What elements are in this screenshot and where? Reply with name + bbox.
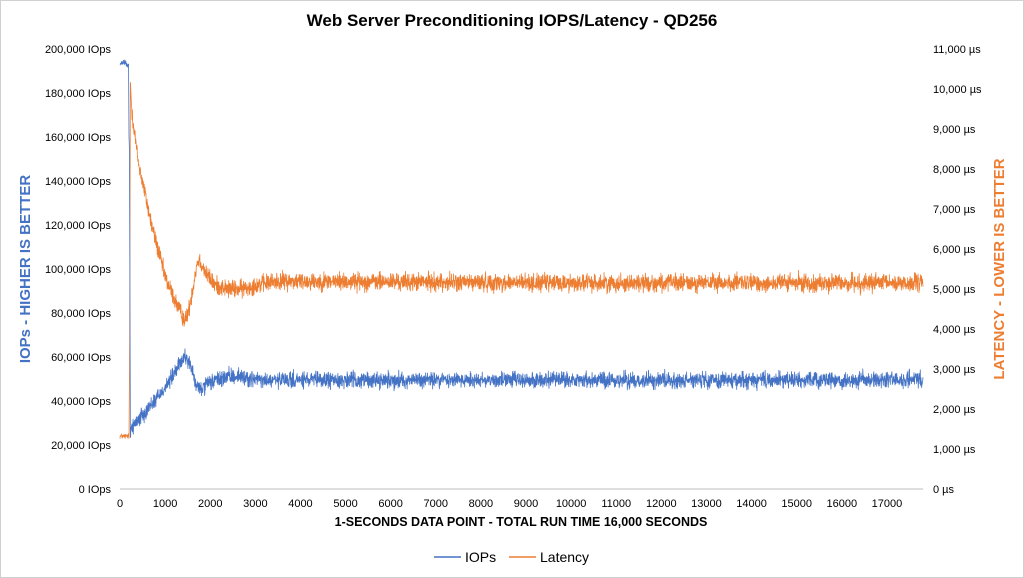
y-right-tick-label: 8,000 µs — [933, 164, 976, 176]
y-left-tick-label: 200,000 IOps — [45, 44, 112, 56]
x-tick-label: 5000 — [333, 498, 357, 510]
x-tick-label: 1000 — [153, 498, 177, 510]
y-right-tick-label: 5,000 µs — [933, 284, 976, 296]
chart-title: Web Server Preconditioning IOPS/Latency … — [307, 11, 718, 30]
y-right-tick-label: 10,000 µs — [933, 84, 982, 96]
y-left-tick-label: 100,000 IOps — [45, 264, 112, 276]
y-left-tick-label: 160,000 IOps — [45, 132, 112, 144]
x-tick-label: 13000 — [691, 498, 722, 510]
y-left-tick-label: 40,000 IOps — [51, 396, 111, 408]
legend: IOPs Latency — [434, 549, 589, 565]
x-tick-labels: 0 1000 2000 3000 4000 5000 6000 7000 8000 9000 100… — [117, 498, 902, 510]
y-right-tick-label: 9,000 µs — [933, 124, 976, 136]
x-tick-label: 7000 — [424, 498, 448, 510]
y-right-tick-label: 6,000 µs — [933, 244, 976, 256]
y-right-tick-label: 3,000 µs — [933, 364, 976, 376]
y-right-tick-label: 7,000 µs — [933, 204, 976, 216]
x-tick-label: 0 — [117, 498, 123, 510]
series-line-iops — [119, 59, 924, 438]
series-layer — [119, 59, 924, 439]
x-axis-title: 1-SECONDS DATA POINT - TOTAL RUN TIME 16… — [335, 515, 708, 529]
x-tick-label: 10000 — [556, 498, 587, 510]
x-tick-label: 14000 — [736, 498, 767, 510]
x-tick-label: 17000 — [872, 498, 903, 510]
legend-iops-label: IOPs — [465, 549, 496, 565]
plot-area — [120, 49, 923, 489]
y-right-tick-label: 11,000 µs — [933, 44, 981, 56]
x-tick-label: 11000 — [601, 498, 631, 510]
y-right-axis-title: LATENCY - LOWER IS BETTER — [991, 158, 1008, 379]
y-left-tick-label: 60,000 IOps — [51, 352, 111, 364]
y-left-tick-label: 120,000 IOps — [45, 220, 112, 232]
y-left-tick-label: 180,000 IOps — [45, 88, 112, 100]
y-right-tick-label: 4,000 µs — [933, 324, 976, 336]
x-tick-label: 2000 — [198, 498, 222, 510]
y-right-tick-labels: 0 µs 1,000 µs 2,000 µs 3,000 µs 4,000 µs 5,00… — [933, 44, 982, 496]
y-right-tick-label: 1,000 µs — [933, 444, 976, 456]
y-left-tick-label: 80,000 IOps — [51, 308, 111, 320]
x-tick-label: 9000 — [514, 498, 538, 510]
x-tick-label: 12000 — [646, 498, 677, 510]
y-left-tick-label: 0 IOps — [79, 484, 112, 496]
x-tick-label: 6000 — [378, 498, 402, 510]
y-left-tick-labels: 0 IOps 20,000 IOps 40,000 IOps 60,000 IOps 8… — [45, 44, 112, 496]
x-tick-label: 4000 — [288, 498, 312, 510]
series-line-latency — [119, 81, 924, 439]
x-tick-label: 15000 — [781, 498, 812, 510]
legend-latency-label: Latency — [540, 549, 589, 565]
plot-background — [120, 49, 923, 489]
y-right-tick-label: 0 µs — [933, 484, 955, 496]
y-left-tick-label: 20,000 IOps — [51, 440, 111, 452]
y-left-tick-label: 140,000 IOps — [45, 176, 112, 188]
x-tick-label: 16000 — [827, 498, 858, 510]
x-tick-label: 8000 — [469, 498, 493, 510]
y-left-axis-title: IOPs - HIGHER IS BETTER — [17, 175, 34, 364]
x-tick-label: 3000 — [243, 498, 267, 510]
y-right-tick-label: 2,000 µs — [933, 404, 976, 416]
